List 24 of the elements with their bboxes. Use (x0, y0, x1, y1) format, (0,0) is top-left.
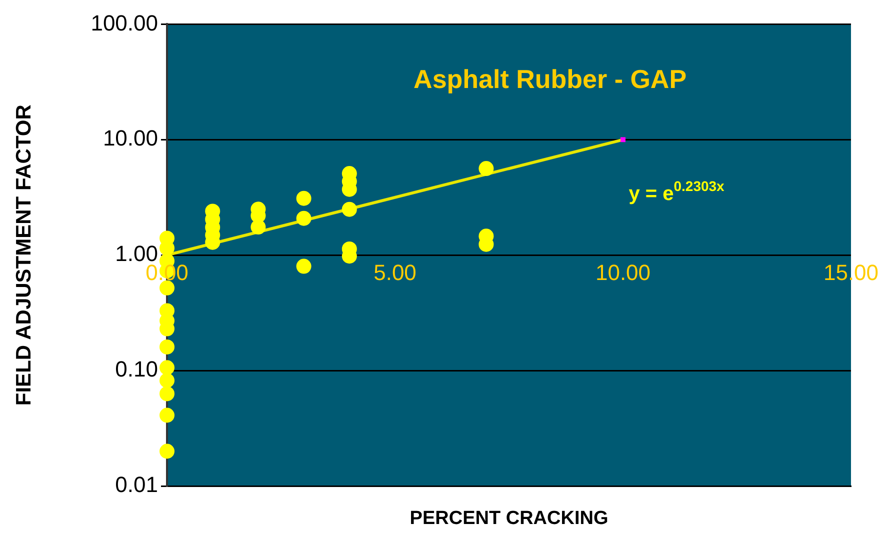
point (296, 190, 312, 206)
point (160, 408, 174, 423)
point (342, 202, 357, 217)
y-tick-label: 0.01 (115, 472, 158, 498)
point (160, 444, 174, 459)
y-tick-label: 0.10 (115, 356, 158, 382)
x-tick-label: 5.00 (374, 260, 416, 286)
point (620, 137, 626, 142)
point (160, 280, 174, 296)
point (296, 210, 312, 226)
point (160, 373, 174, 388)
x-tick-label: 0.00 (146, 260, 188, 286)
y-tick-label: 100.00 (90, 10, 158, 36)
point (250, 220, 266, 235)
point (160, 360, 174, 376)
x-tick-label: 10.00 (595, 260, 651, 286)
text: Asphalt Rubber - GAP (414, 64, 687, 94)
point (160, 386, 174, 402)
point (160, 339, 174, 354)
point (296, 258, 312, 274)
point (478, 161, 494, 176)
x-axis-title: PERCENT CRACKING (410, 508, 608, 529)
y-tick-label: 10.00 (102, 126, 158, 151)
y-axis-title: FIELD ADJUSTMENT FACTOR (12, 104, 36, 406)
